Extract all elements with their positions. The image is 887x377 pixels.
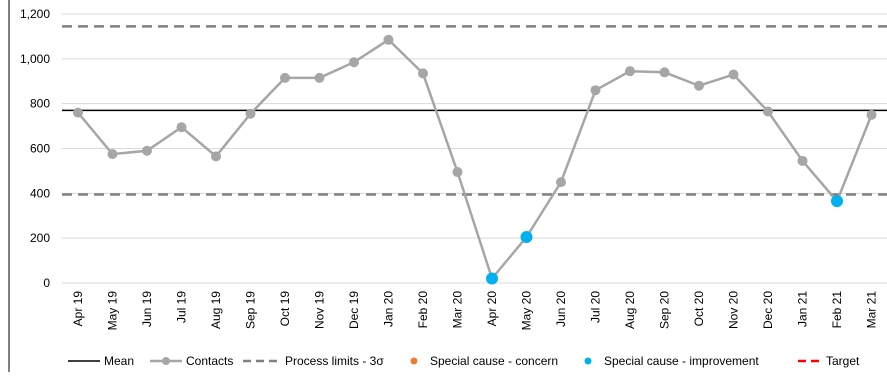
x-tick-label: Aug 19: [209, 291, 223, 329]
x-tick-label: Nov 19: [313, 291, 327, 329]
contacts-point: [694, 80, 704, 91]
x-tick-label: Apr 20: [485, 291, 499, 327]
legend-swatch: [68, 360, 100, 362]
x-tick-label: Sep 19: [244, 291, 258, 329]
contacts-point: [73, 107, 83, 118]
x-tick-label: Mar 20: [451, 291, 465, 329]
y-tick-label: 400: [30, 186, 50, 200]
x-tick-label: May 20: [520, 291, 534, 331]
x-tick-label: Jun 19: [140, 291, 154, 327]
y-tick-label: 1,200: [20, 7, 50, 21]
legend-swatch: [150, 357, 182, 365]
legend-item-target: Target: [798, 354, 859, 368]
legend-item-concern: Special cause - concern: [408, 354, 558, 368]
contacts-point: [452, 167, 463, 178]
contacts-point: [107, 149, 118, 160]
contacts-point: [763, 106, 773, 117]
contacts-point: [728, 69, 739, 80]
x-tick-label: Oct 20: [692, 291, 706, 327]
x-tick-label: Mar 21: [865, 291, 879, 329]
special-cause-improvement-point: [486, 272, 498, 285]
x-tick-label: Aug 20: [623, 291, 637, 329]
legend-label: Special cause - concern: [430, 354, 559, 368]
legend-item-limits: Process limits - 3σ: [243, 354, 384, 368]
contacts-point: [245, 108, 256, 119]
contacts-point: [280, 72, 290, 83]
x-tick-label: Jul 19: [175, 291, 189, 323]
legend-item-contacts: Contacts: [150, 354, 233, 368]
control-lines: [62, 25, 887, 196]
x-tick-label: Feb 20: [416, 291, 430, 329]
legend-label: Special cause - improvement: [604, 354, 759, 368]
contacts-point: [590, 85, 601, 96]
legend-label: Contacts: [186, 354, 234, 368]
contacts-point: [659, 67, 670, 78]
legend-swatch: [798, 359, 822, 363]
y-axis-ticks: 0 200 400 600 800 1,000 1,200: [20, 7, 50, 290]
legend-marker: [584, 357, 592, 365]
legend-item-improvement: Special cause - improvement: [582, 354, 759, 368]
contacts-point: [349, 57, 359, 68]
x-tick-label: Feb 21: [830, 291, 844, 329]
legend-label: Process limits - 3σ: [285, 354, 384, 368]
x-tick-label: Oct 19: [278, 291, 292, 327]
legend: Mean Contacts Process limits - 3σ Special c…: [0, 352, 887, 372]
x-tick-label: May 19: [106, 291, 120, 331]
legend-swatch: [584, 357, 592, 365]
contacts-line: [77, 38, 873, 282]
contacts-point: [314, 72, 325, 83]
x-tick-label: Nov 20: [727, 291, 741, 329]
legend-label: Mean: [104, 354, 135, 368]
contacts-point: [142, 145, 152, 156]
x-tick-label: Jan 20: [382, 291, 396, 327]
legend-swatch: [410, 357, 418, 365]
y-tick-label: 200: [30, 231, 50, 245]
legend-label: Target: [826, 354, 860, 368]
special-cause-improvement-point: [831, 195, 843, 208]
y-tick-label: 1,000: [20, 52, 50, 66]
special-cause-improvement-point: [520, 231, 533, 244]
x-tick-label: Dec 20: [761, 291, 775, 329]
legend-swatch: [243, 359, 281, 363]
contacts-point: [625, 66, 635, 77]
y-tick-label: 800: [30, 97, 50, 111]
contacts-point: [418, 68, 428, 79]
x-tick-label: Jul 20: [589, 291, 603, 323]
contacts-point: [211, 151, 221, 162]
contacts-point: [556, 177, 566, 188]
gridlines: [62, 13, 887, 284]
x-tick-label: Sep 20: [658, 291, 672, 329]
x-tick-label: Jan 21: [796, 291, 810, 327]
x-axis-ticks: Apr 19 May 19 Jun 19 Jul 19 Aug 19 Sep 19 Oct …: [71, 291, 879, 331]
legend-marker: [410, 357, 418, 365]
contacts-point: [383, 34, 394, 45]
legend-item-mean: Mean: [68, 354, 134, 368]
y-tick-label: 600: [30, 142, 50, 156]
markers: [73, 34, 877, 285]
contacts-point: [866, 109, 877, 120]
legend-marker: [162, 357, 170, 365]
x-tick-label: Jun 20: [554, 291, 568, 327]
x-tick-label: Apr 19: [71, 291, 85, 327]
series-contacts: [77, 38, 873, 282]
x-tick-label: Dec 19: [347, 291, 361, 329]
contacts-point: [176, 122, 187, 133]
y-tick-label: 0: [43, 276, 50, 290]
contacts-point: [797, 155, 808, 166]
